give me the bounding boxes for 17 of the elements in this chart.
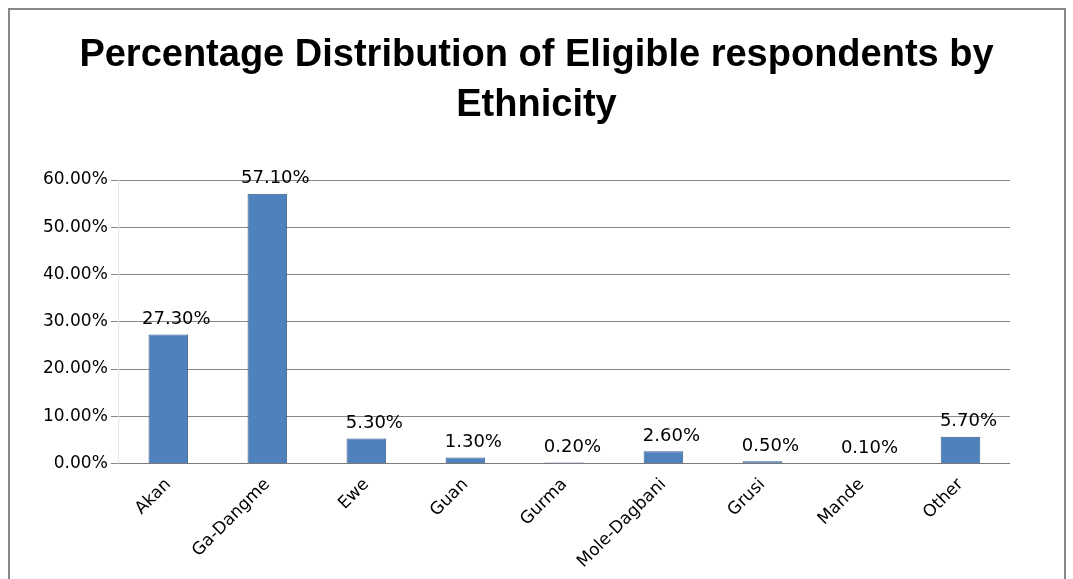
data-label: 1.30% xyxy=(444,430,502,452)
y-tick-label: 40.00% xyxy=(42,262,108,283)
y-tick-label: 20.00% xyxy=(42,357,108,378)
y-tick-label: 0.00% xyxy=(53,451,108,472)
data-label: 2.60% xyxy=(642,423,701,445)
y-tick-label: 60.00% xyxy=(42,168,108,189)
data-label: 5.70% xyxy=(939,409,998,431)
y-tick-label: 30.00% xyxy=(42,310,108,331)
data-label: 0.20% xyxy=(543,435,601,457)
data-label: 5.30% xyxy=(345,411,403,433)
chart-title: Percentage Distribution of Eligible respondents by Ethnicity xyxy=(78,31,995,126)
y-tick-label: 10.00% xyxy=(42,404,108,425)
data-label: 0.10% xyxy=(840,435,899,457)
data-label: 0.50% xyxy=(741,433,800,455)
data-label: 27.30% xyxy=(142,307,211,329)
data-label: 57.10% xyxy=(241,166,310,188)
y-tick-label: 50.00% xyxy=(42,215,108,236)
